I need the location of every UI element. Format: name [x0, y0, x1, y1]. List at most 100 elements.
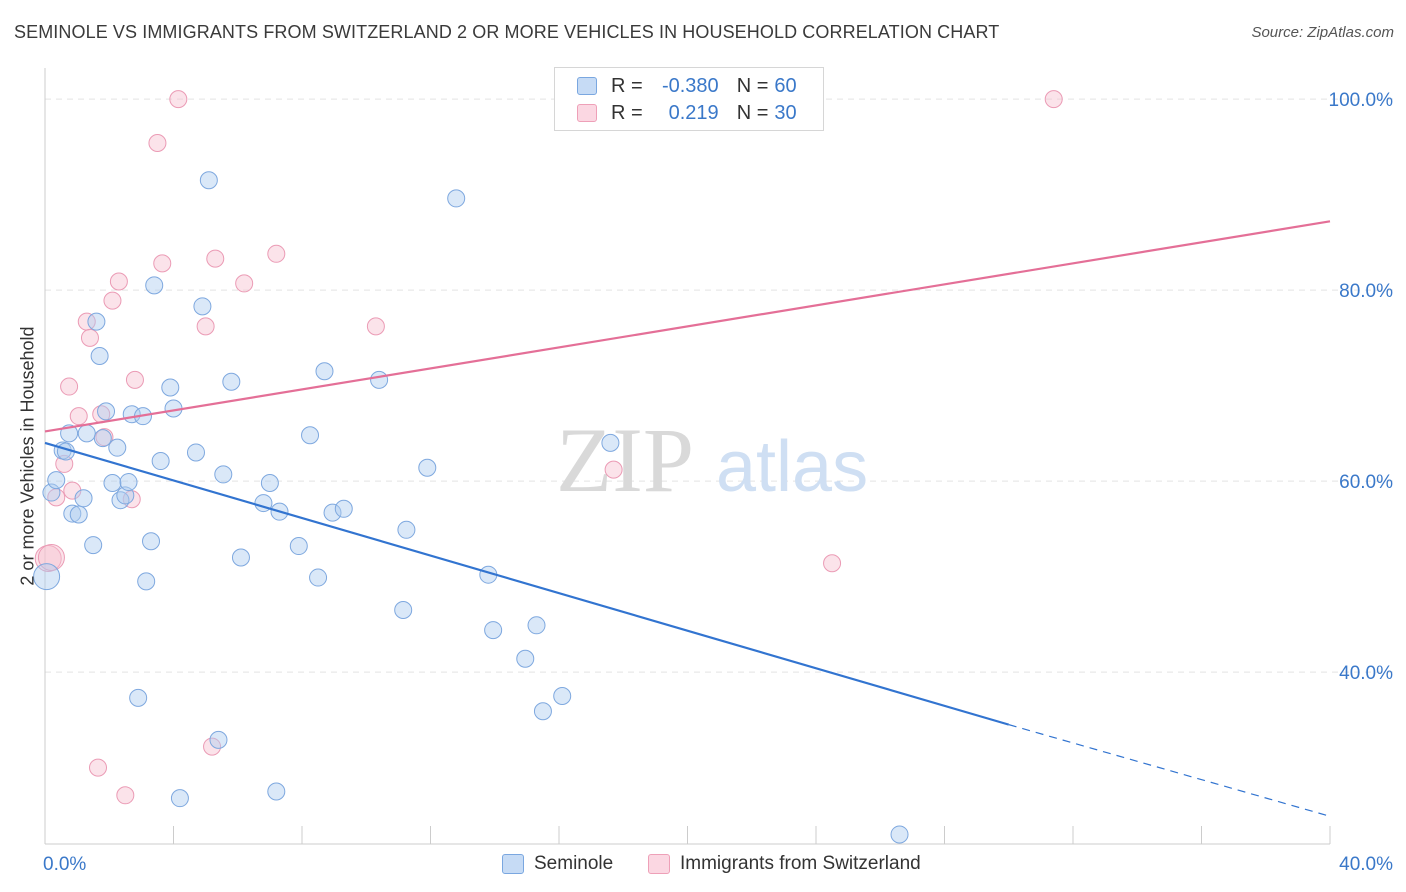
seminole-trend-line	[44, 441, 1010, 726]
seminole-point	[84, 536, 103, 555]
seminole-swatch	[577, 77, 597, 95]
seminole-point	[108, 438, 127, 457]
data-points	[33, 90, 1063, 844]
seminole-point	[33, 563, 61, 591]
seminole-point	[151, 452, 170, 471]
seminole-point	[209, 730, 228, 749]
seminole-point	[301, 426, 320, 445]
y-tick-label: 40.0%	[1339, 663, 1393, 684]
seminole-point	[87, 312, 106, 331]
watermark-zip: ZIP	[556, 409, 694, 511]
seminole-point	[111, 491, 130, 510]
swiss-point	[103, 291, 122, 310]
seminole-point	[418, 458, 437, 477]
seminole-point	[193, 297, 212, 316]
seminole-point	[231, 548, 250, 567]
seminole-point	[484, 621, 503, 640]
swiss-point	[109, 272, 128, 291]
y-tick-label: 80.0%	[1339, 281, 1393, 302]
r-label: R =	[611, 101, 643, 124]
n-value: 30	[774, 101, 797, 124]
stats-legend-row-swiss: R = 0.219 N = 30	[577, 100, 797, 126]
tick-labels: 40.0% 60.0% 80.0% 100.0% 0.0% 40.0%	[43, 90, 1393, 875]
seminole-point	[142, 532, 161, 551]
swiss-point	[203, 737, 222, 756]
r-value: 0.219	[668, 101, 719, 124]
seminole-point	[129, 688, 148, 707]
seminole-trend-extension	[1008, 724, 1331, 817]
seminole-point	[267, 782, 286, 801]
seminole-point	[97, 402, 116, 421]
seminole-point	[137, 572, 156, 591]
swiss-point	[196, 317, 215, 336]
y-tick-label: 60.0%	[1339, 472, 1393, 493]
seminole-point	[447, 189, 466, 208]
seminole-point	[145, 276, 164, 295]
swiss-point	[60, 377, 79, 396]
seminole-point	[370, 370, 389, 389]
swiss-point	[267, 244, 286, 263]
stats-legend: R = -0.380 N = 60 R = 0.219 N = 30	[554, 67, 824, 131]
chart-title: SEMINOLE VS IMMIGRANTS FROM SWITZERLAND …	[14, 22, 1000, 42]
seminole-point	[334, 499, 353, 518]
swiss-point	[116, 786, 135, 805]
y-axis-label: 2 or more Vehicles in Household	[17, 326, 38, 586]
r-value: -0.380	[661, 74, 719, 97]
n-value: 60	[774, 74, 797, 97]
swiss-point	[95, 428, 114, 447]
legend-label-swiss: Immigrants from Switzerland	[680, 853, 921, 874]
legend-item-swiss[interactable]: Immigrants from Switzerland	[648, 851, 921, 877]
seminole-point	[260, 474, 279, 493]
seminole-point	[516, 649, 535, 668]
seminole-point	[601, 433, 620, 452]
swiss-point	[89, 758, 108, 777]
legend-item-seminole[interactable]: Seminole	[502, 851, 613, 877]
seminole-point	[74, 489, 93, 508]
seminole-point	[116, 486, 135, 505]
seminole-point	[309, 568, 328, 587]
seminole-point	[533, 702, 552, 721]
seminole-point	[527, 616, 546, 635]
seminole-legend-swatch	[502, 854, 524, 874]
seminole-point	[394, 601, 413, 620]
swiss-point	[148, 134, 167, 153]
seminole-point	[214, 465, 233, 484]
seminole-point	[222, 372, 241, 391]
swiss-point	[206, 249, 225, 268]
seminole-point	[289, 537, 308, 556]
swiss-point	[235, 274, 254, 293]
seminole-point	[77, 424, 96, 443]
swiss-point	[169, 90, 188, 109]
swiss-trend-line	[44, 220, 1331, 433]
swiss-point	[823, 554, 842, 573]
swiss-point	[80, 328, 99, 347]
seminole-point	[119, 473, 138, 492]
seminole-point	[199, 171, 218, 190]
seminole-point	[69, 505, 88, 524]
seminole-point	[170, 789, 189, 808]
legend-label-seminole: Seminole	[534, 853, 614, 874]
x-tick-label: 0.0%	[43, 854, 86, 875]
seminole-point	[90, 346, 109, 365]
source-label: Source: ZipAtlas.com	[1251, 24, 1394, 41]
y-tick-label: 100.0%	[1329, 90, 1394, 111]
n-label: N =	[736, 74, 769, 97]
seminole-point	[103, 474, 122, 493]
swiss-swatch	[577, 104, 597, 122]
gridlines	[45, 98, 1395, 673]
watermark: ZIP atlas	[556, 409, 868, 511]
swiss-point	[366, 317, 385, 336]
seminole-point	[397, 520, 416, 539]
seminole-point	[186, 443, 205, 462]
seminole-point	[890, 825, 909, 844]
seminole-point	[47, 471, 66, 490]
axes	[44, 68, 1331, 845]
swiss-legend-swatch	[648, 854, 670, 874]
swiss-point	[153, 254, 172, 273]
stats-legend-row-seminole: R = -0.380 N = 60	[577, 73, 797, 99]
seminole-point	[161, 378, 180, 397]
watermark-atlas: atlas	[716, 427, 868, 507]
x-tick-label: 40.0%	[1339, 854, 1393, 875]
n-label: N =	[736, 101, 769, 124]
